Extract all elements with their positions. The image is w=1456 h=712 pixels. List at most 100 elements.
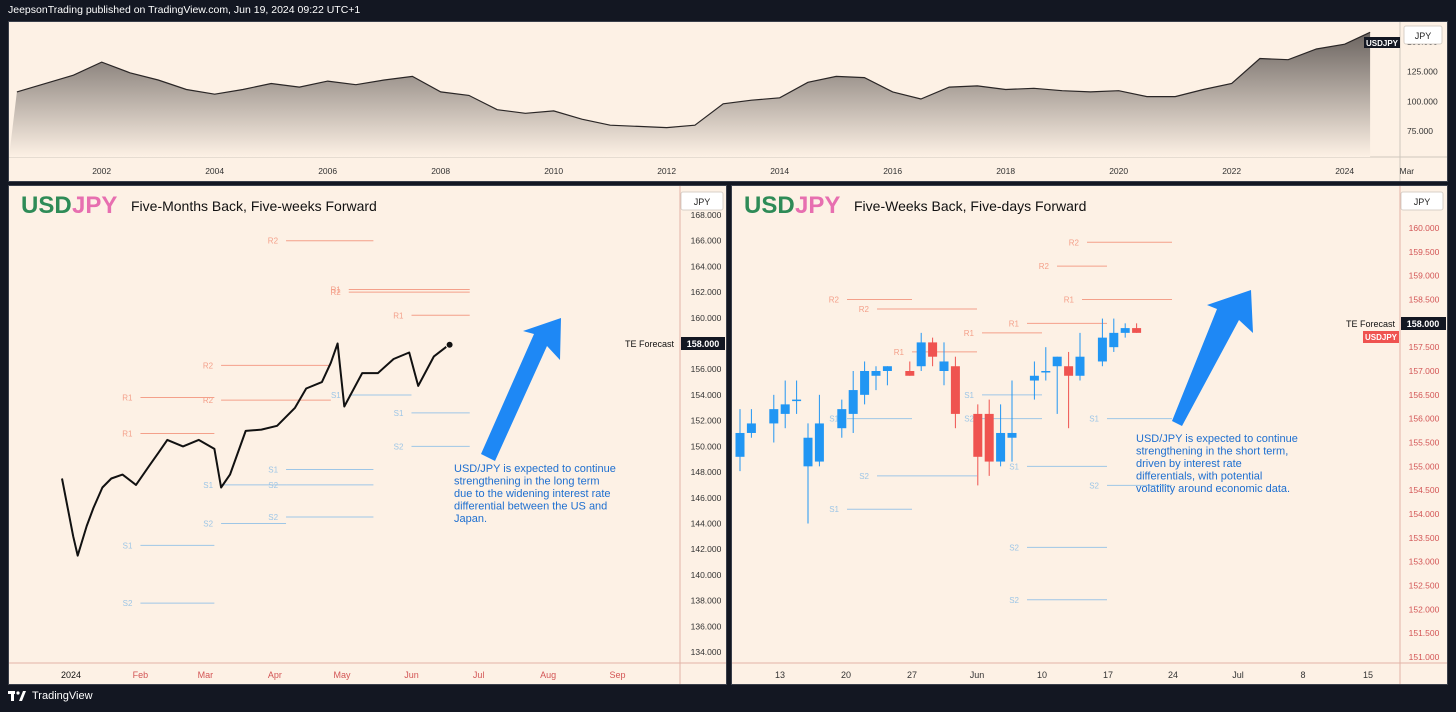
left-chart-panel[interactable]: R2 R1 R2 R1 R2 R1 R2 R1 S1 S1 S2 S1 S1 S2 S2 S2 S1 S2 168…: [8, 185, 727, 685]
candle-body: [882, 366, 892, 371]
pivot-label-r2: R2: [829, 296, 840, 305]
currency-label: JPY: [1415, 31, 1432, 41]
y-tick-label: 134.000: [691, 647, 722, 657]
x-tick-label: 2004: [205, 166, 224, 176]
usd-label: USD: [744, 192, 795, 219]
pivot-label-r2: R2: [268, 237, 279, 246]
pivot-label-s1: S1: [964, 391, 974, 400]
forecast-label: TE Forecast: [1346, 319, 1396, 329]
pivot-label-r1: R1: [1064, 296, 1075, 305]
y-tick-label: 150.000: [691, 441, 722, 451]
annotation-line: differentials, with potential: [1136, 471, 1262, 483]
pivot-label-r1: R1: [1009, 319, 1020, 328]
y-tick-label: 155.000: [1409, 461, 1440, 471]
y-tick-label: 158.500: [1409, 295, 1440, 305]
x-tick-label: Mar: [198, 670, 214, 680]
candle-body: [973, 413, 983, 457]
candle-body: [792, 399, 802, 402]
y-tick-label: 156.500: [1409, 390, 1440, 400]
x-tick-label: 17: [1103, 670, 1113, 680]
x-tick-label: 10: [1037, 670, 1047, 680]
y-tick-label: 142.000: [691, 544, 722, 554]
x-tick-label: 2018: [996, 166, 1015, 176]
pivot-label-r1: R1: [122, 394, 133, 403]
candle-body: [837, 409, 847, 429]
x-tick-label: 13: [775, 670, 785, 680]
currency-button[interactable]: JPY: [1400, 191, 1444, 211]
y-tick-label: 156.000: [1409, 414, 1440, 424]
footer-brand[interactable]: TradingView: [8, 690, 93, 702]
candle-body: [1097, 337, 1107, 362]
x-tick-label: 2006: [318, 166, 337, 176]
y-tick-label: 166.000: [691, 236, 722, 246]
pivot-label-s1: S1: [394, 409, 404, 418]
annotation-line: due to the widening interest rate: [454, 488, 611, 500]
annotation-line: strengthening in the short term,: [1136, 446, 1288, 458]
candle-body: [814, 423, 824, 462]
candle-body: [1120, 328, 1130, 333]
pivot-label-s2: S2: [859, 472, 869, 481]
right-chart-panel[interactable]: R2 R2 R1 R1 R2 R1 R2 R1 S1 S2 S1 S2 S1 S2 S1 S2 S1 S2 160…: [731, 185, 1448, 685]
currency-button[interactable]: JPY: [1403, 25, 1443, 45]
x-tick-label: 2020: [1109, 166, 1128, 176]
chart-title: USD JPY Five-Months Back, Five-weeks For…: [21, 192, 377, 219]
forecast-value: 158.000: [687, 339, 720, 349]
symbol-tag: USDJPY: [1365, 333, 1398, 342]
pivot-label-s1: S1: [829, 415, 839, 424]
candle-body: [860, 371, 870, 395]
candle-body: [746, 423, 756, 433]
x-tick-label: 24: [1168, 670, 1178, 680]
chart-title: USD JPY Five-Weeks Back, Five-days Forwa…: [744, 192, 1086, 219]
pivot-label-r1: R1: [393, 311, 404, 320]
annotation-line: Japan.: [454, 513, 487, 525]
pivot-label-r1: R1: [122, 430, 133, 439]
x-tick-label: 2024: [61, 670, 81, 680]
candle-body: [1064, 366, 1074, 376]
pivot-label-r2: R2: [203, 361, 214, 370]
right-y-axis: 160.000 159.500 159.000 158.500 158.000 157.5…: [1409, 223, 1440, 662]
y-tick-label: 164.000: [691, 261, 722, 271]
x-tick-label: 27: [907, 670, 917, 680]
pivot-label-s1: S1: [331, 391, 341, 400]
candle-body: [769, 409, 779, 424]
price-tag-text: USDJPY: [1366, 39, 1399, 48]
forecast-value: 158.000: [1407, 319, 1440, 329]
x-tick-label: Jul: [473, 670, 485, 680]
y-tick-label: 159.000: [1409, 271, 1440, 281]
annotation-line: strengthening in the long term: [454, 476, 600, 488]
y-tick-label: 154.500: [1409, 485, 1440, 495]
x-tick-label: 2012: [657, 166, 676, 176]
candle-body: [1007, 432, 1017, 438]
x-tick-label: Apr: [268, 670, 282, 680]
usd-label: USD: [21, 192, 72, 219]
last-price-dot: [445, 340, 454, 349]
pivot-label-s1: S1: [1009, 462, 1019, 471]
currency-label: JPY: [1414, 197, 1431, 207]
x-tick-label: May: [334, 670, 352, 680]
y-tick-label: 144.000: [691, 518, 722, 528]
x-tick-label: Jul: [1232, 670, 1244, 680]
pivot-label-s1: S1: [1089, 415, 1099, 424]
y-tick-label: 138.000: [691, 596, 722, 606]
y-tick-label: 154.000: [1409, 509, 1440, 519]
y-tick-label: 148.000: [691, 467, 722, 477]
y-tick-label: 140.000: [691, 570, 722, 580]
candle-body: [803, 437, 813, 467]
price-line-series: [61, 340, 454, 557]
candle-body: [916, 342, 926, 367]
candlestick-series: [735, 318, 1142, 524]
jpy-label: JPY: [72, 192, 117, 219]
pivot-label-s2: S2: [394, 442, 404, 451]
y-tick-label: 157.500: [1409, 342, 1440, 352]
y-tick-label: 168.000: [691, 210, 722, 220]
currency-button[interactable]: JPY: [680, 191, 724, 211]
overview-x-axis: 2002 2004 2006 2008 2010 2012 2014 2016 2018 2020…: [92, 166, 1414, 176]
pivot-label-r2: R2: [1069, 238, 1080, 247]
y-tick-label: 153.500: [1409, 533, 1440, 543]
right-chart[interactable]: R2 R2 R1 R1 R2 R1 R2 R1 S1 S2 S1 S2 S1 S2 S1 S2 S1 S2 160…: [732, 186, 1448, 685]
candle-body: [871, 371, 881, 376]
